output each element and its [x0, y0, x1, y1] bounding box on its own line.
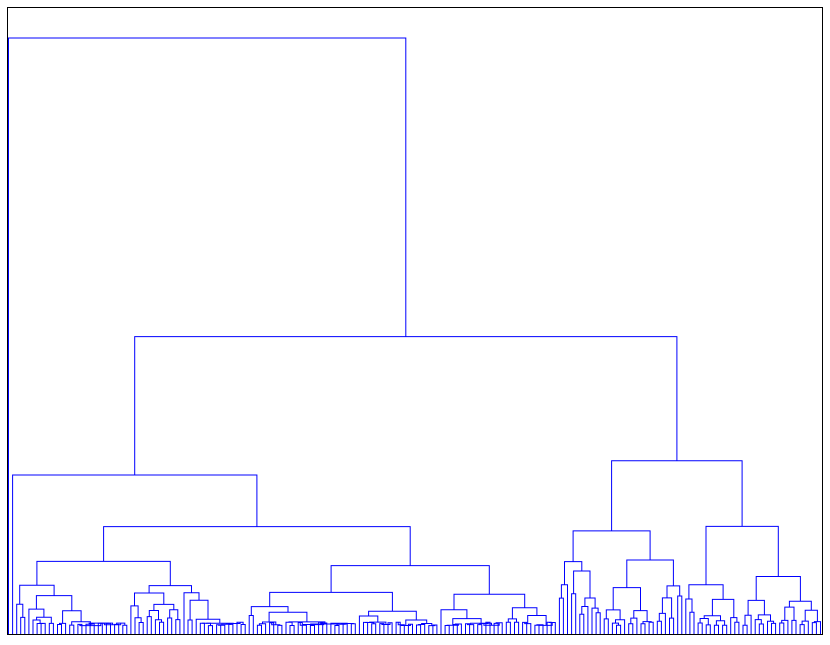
plot-frame-border — [7, 7, 823, 635]
dendrogram-link-198 — [8, 37, 407, 634]
plot-frame — [7, 7, 823, 635]
dendrogram-links — [8, 37, 821, 634]
